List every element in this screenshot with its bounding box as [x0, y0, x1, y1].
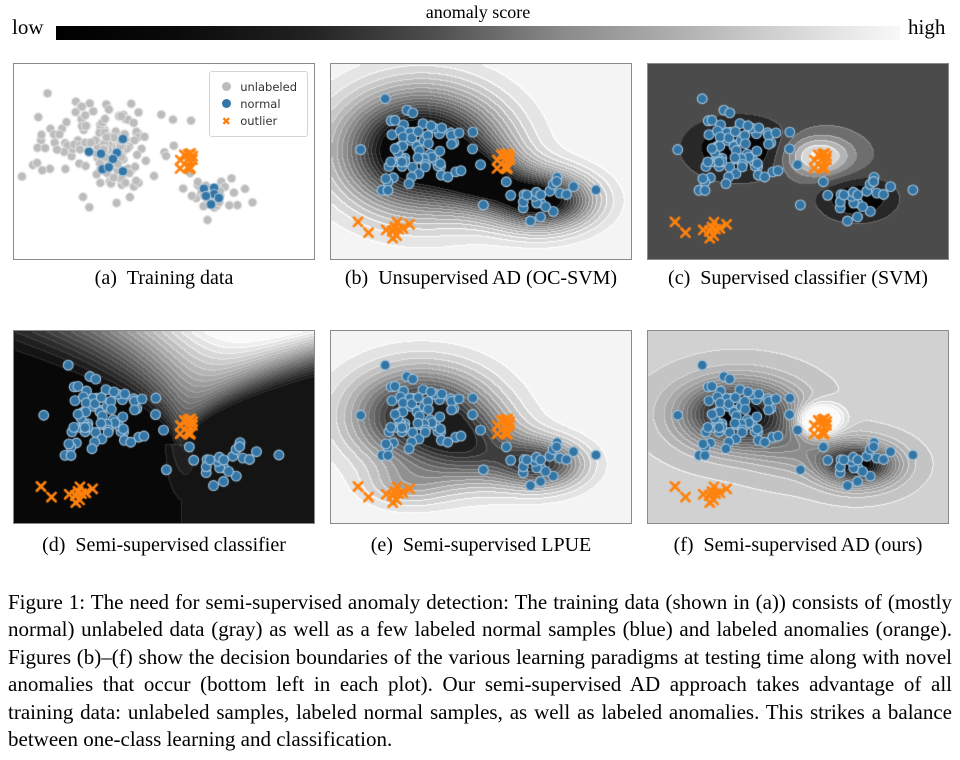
- plot-d-canvas: [14, 331, 314, 523]
- colorbar-high-label: high: [908, 15, 946, 39]
- outlier-marker-icon: ✖: [221, 114, 231, 128]
- normal-marker-icon: [218, 97, 234, 111]
- legend-item-normal: normal: [218, 97, 297, 111]
- panel-f-ours: [647, 330, 949, 524]
- legend-item-outlier: ✖ outlier: [218, 114, 297, 128]
- legend-label-unlabeled: unlabeled: [240, 80, 297, 94]
- plot-c-canvas: [648, 64, 948, 259]
- subcaption-e: (e) Semi-supervised LPUE: [370, 534, 592, 556]
- colorbar-low-label: low: [12, 15, 44, 39]
- colorbar-gradient: [56, 26, 900, 40]
- panel-e-lpue: [330, 330, 632, 524]
- panel-d-semi-classifier: [13, 330, 315, 524]
- panel-b-ocsvm: [330, 63, 632, 260]
- subcaption-c: (c) Supervised classifier (SVM): [668, 267, 928, 289]
- panel-a-training-data: unlabeled normal ✖ outlier: [13, 63, 315, 260]
- colorbar-title: anomaly score: [425, 2, 531, 22]
- unlabeled-marker-icon: [218, 80, 234, 94]
- legend-label-outlier: outlier: [240, 114, 278, 128]
- legend-box: unlabeled normal ✖ outlier: [209, 71, 308, 137]
- plot-b-canvas: [331, 64, 631, 259]
- panel-c-svm: [647, 63, 949, 260]
- subcaption-d: (d) Semi-supervised classifier: [42, 534, 286, 556]
- legend-label-normal: normal: [240, 97, 281, 111]
- plot-e-canvas: [331, 331, 631, 523]
- subcaption-f: (f) Semi-supervised AD (ours): [673, 534, 923, 556]
- subcaption-a: (a) Training data: [94, 267, 234, 289]
- subcaption-b: (b) Unsupervised AD (OC-SVM): [344, 267, 618, 289]
- figure-caption: Figure 1: The need for semi-supervised a…: [8, 590, 952, 752]
- legend-item-unlabeled: unlabeled: [218, 80, 297, 94]
- plot-f-canvas: [648, 331, 948, 523]
